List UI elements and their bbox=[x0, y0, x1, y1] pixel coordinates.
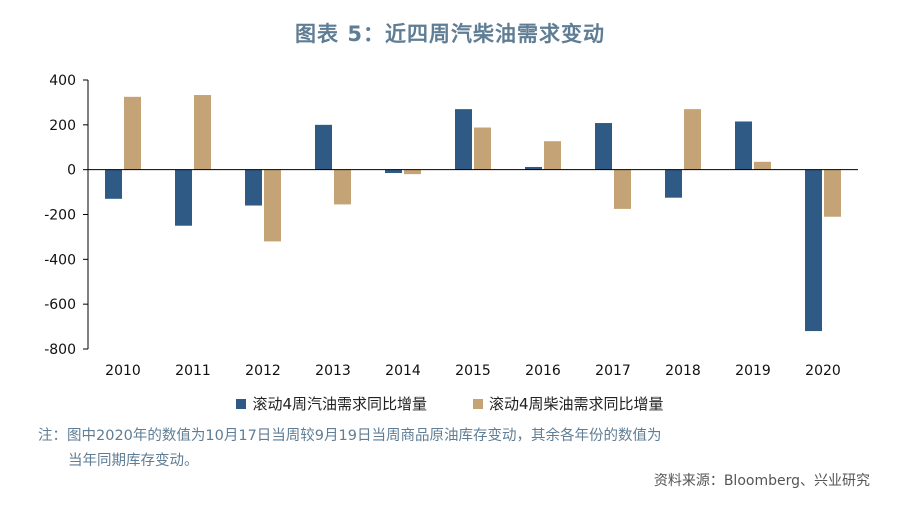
footnote-line-1: 注：图中2020年的数值为10月17日当周较9月19日当周商品原油库存变动，其余… bbox=[38, 428, 662, 444]
x-tick-label: 2014 bbox=[385, 363, 421, 379]
bar-gasoline-2017 bbox=[595, 123, 612, 170]
bar-gasoline-2015 bbox=[455, 109, 472, 170]
y-tick-label: -600 bbox=[44, 297, 76, 313]
x-tick-label: 2018 bbox=[665, 363, 701, 379]
bar-gasoline-2011 bbox=[175, 169, 192, 226]
x-tick-label: 2010 bbox=[105, 363, 141, 379]
bar-diesel-2019 bbox=[754, 161, 771, 170]
x-tick-label: 2017 bbox=[595, 363, 631, 379]
legend-item-diesel: 滚动4周柴油需求同比增量 bbox=[473, 393, 664, 414]
x-tick-label: 2015 bbox=[455, 363, 491, 379]
chart-title: 图表 5：近四周汽柴油需求变动 bbox=[295, 22, 605, 46]
bar-diesel-2015 bbox=[474, 127, 491, 170]
bar-gasoline-2016 bbox=[525, 166, 542, 170]
bar-diesel-2012 bbox=[264, 169, 281, 242]
bar-diesel-2011 bbox=[194, 95, 211, 170]
bar-gasoline-2014 bbox=[385, 169, 402, 174]
footnote-line-2: 当年同期库存变动。 bbox=[68, 453, 199, 469]
legend-label-gasoline: 滚动4周汽油需求同比增量 bbox=[252, 395, 427, 413]
x-tick-label: 2019 bbox=[735, 363, 771, 379]
bar-diesel-2010 bbox=[124, 96, 141, 170]
y-tick-label: -200 bbox=[44, 208, 76, 224]
bar-diesel-2013 bbox=[334, 169, 351, 205]
bar-diesel-2018 bbox=[684, 109, 701, 170]
y-tick-label: 200 bbox=[49, 118, 76, 134]
legend-label-diesel: 滚动4周柴油需求同比增量 bbox=[489, 395, 664, 413]
y-tick-label: -400 bbox=[44, 252, 76, 268]
y-tick-label: -800 bbox=[44, 342, 76, 358]
x-tick-label: 2012 bbox=[245, 363, 281, 379]
bar-gasoline-2018 bbox=[665, 169, 682, 198]
source-text: 资料来源：Bloomberg、兴业研究 bbox=[653, 473, 870, 489]
x-tick-label: 2013 bbox=[315, 363, 351, 379]
bar-gasoline-2019 bbox=[735, 121, 752, 170]
bar-diesel-2017 bbox=[614, 169, 631, 209]
bar-gasoline-2010 bbox=[105, 169, 122, 199]
bar-gasoline-2012 bbox=[245, 169, 262, 206]
bar-gasoline-2020 bbox=[805, 169, 822, 332]
bar-diesel-2016 bbox=[544, 141, 561, 170]
bar-diesel-2020 bbox=[824, 169, 841, 217]
bar-diesel-2014 bbox=[404, 169, 421, 175]
legend-swatch-diesel bbox=[473, 398, 483, 409]
bar-chart: 400 200 0 -200 -400 -600 -800 2010 2011 2012 2013 2… bbox=[44, 73, 858, 379]
y-tick-label: 400 bbox=[49, 73, 76, 89]
x-tick-label: 2020 bbox=[805, 363, 841, 379]
footnote: 注：图中2020年的数值为10月17日当周较9月19日当周商品原油库存变动，其余… bbox=[38, 424, 838, 474]
legend: 滚动4周汽油需求同比增量 滚动4周柴油需求同比增量 bbox=[0, 393, 900, 414]
legend-swatch-gasoline bbox=[236, 398, 247, 409]
x-tick-label: 2011 bbox=[175, 363, 211, 379]
legend-item-gasoline: 滚动4周汽油需求同比增量 bbox=[236, 393, 427, 414]
x-tick-label: 2016 bbox=[525, 363, 561, 379]
y-tick-label: 0 bbox=[67, 163, 76, 179]
bar-gasoline-2013 bbox=[315, 124, 332, 170]
